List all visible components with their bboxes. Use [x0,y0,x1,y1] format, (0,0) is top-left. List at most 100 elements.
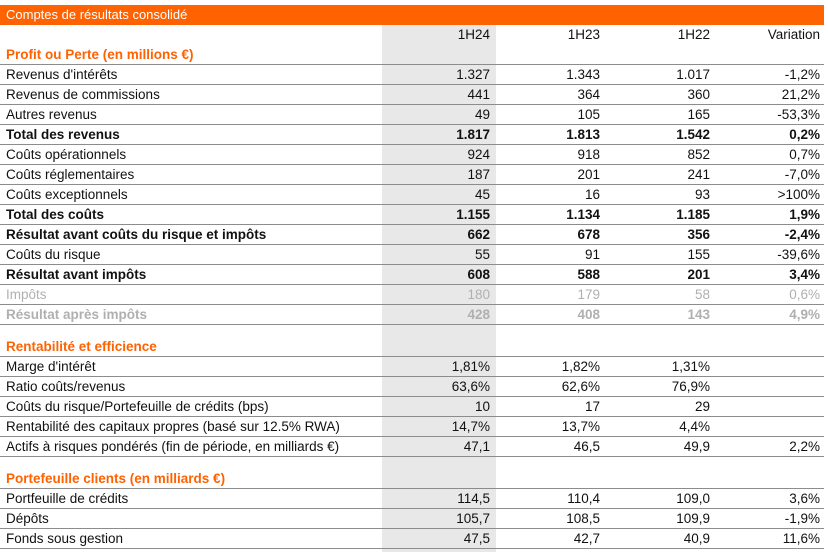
row-label: Coûts exceptionnels [6,187,128,202]
section-heading-row: Rentabilité et efficience [0,337,824,357]
table-row: Marge d'intérêt 1,81% 1,82% 1,31% [0,357,824,377]
row-value: 662 [467,227,490,242]
row-value: 93 [694,187,710,202]
row-label: Impôts [6,287,47,302]
row-value: 1.327 [456,67,490,82]
row-label: Coûts réglementaires [6,167,135,182]
row-value: 356 [687,227,710,242]
row-value: 14,7% [451,419,490,434]
row-value: 678 [577,227,600,242]
row-value: 360 [687,87,710,102]
row-value: 1.343 [566,67,600,82]
section-heading: Portefeuille clients (en milliards €) [6,471,226,486]
row-value: 105 [577,107,600,122]
table-row: Coûts opérationnels 924 918 852 0,7% [0,145,824,165]
row-value: 201 [577,167,600,182]
row-value: 4,4% [679,419,710,434]
row-value: 1,81% [451,359,490,374]
row-value: 187 [467,167,490,182]
table-row: Résultat avant impôts 608 588 201 3,4% [0,265,824,285]
row-value: 1.185 [676,207,710,222]
row-value: 180 [467,287,490,302]
row-value: 17 [584,399,600,414]
row-value: 62,6% [561,379,600,394]
row-label: Revenus d'intérêts [6,67,118,82]
table-row: Revenus de commissions 441 364 360 21,2% [0,85,824,105]
row-label: Total des revenus [6,127,120,142]
row-value: 179 [577,287,600,302]
row-value: 2,2% [789,439,820,454]
table-row: Actifs à risques pondérés (fin de périod… [0,437,824,457]
row-value: 608 [467,267,490,282]
row-value: 105,7 [456,511,490,526]
row-label: Résultat après impôts [6,307,148,322]
table-row: Total des revenus 1.817 1.813 1.542 0,2% [0,125,824,145]
table-row: Ratio coûts/revenus 63,6% 62,6% 76,9% [0,377,824,397]
row-value: -53,3% [777,107,820,122]
row-value: 441 [467,87,490,102]
row-value: 918 [577,147,600,162]
row-value: -1,2% [784,67,820,82]
row-value: -7,0% [784,167,820,182]
row-value: 241 [687,167,710,182]
row-label: Actifs à risques pondérés (fin de périod… [6,439,340,454]
row-label: Marge d'intérêt [6,359,96,374]
row-value: 924 [467,147,490,162]
table-row: Revenus d'intérêts 1.327 1.343 1.017 -1,2% [0,65,824,85]
table-row: Rentabilité des capitaux propres (basé s… [0,417,824,437]
row-value: 1.817 [456,127,490,142]
row-value: 1.155 [456,207,490,222]
row-value: 108,5 [566,511,600,526]
table-row: Fonds sous gestion 47,5 42,7 40,9 11,6% [0,529,824,549]
section-heading-row: Portefeuille clients (en milliards €) [0,469,824,489]
column-header: 1H23 [567,27,600,42]
section-heading: Rentabilité et efficience [6,339,157,354]
table-row: Résultat après impôts 428 408 143 4,9% [0,305,824,325]
row-value: 10 [474,399,490,414]
row-value: >100% [777,187,820,202]
row-value: 0,7% [789,147,820,162]
row-value: 55 [474,247,490,262]
table-row: Coûts du risque/Portefeuille de crédits … [0,397,824,417]
row-value: 47,1 [463,439,490,454]
row-value: 3,4% [789,267,820,282]
row-value: -2,4% [784,227,820,242]
row-value: 58 [694,287,710,302]
row-label: Total des coûts [6,207,105,222]
row-label: Rentabilité des capitaux propres (basé s… [6,419,340,434]
report-title: Comptes de résultats consolidé [6,7,188,22]
report-title-banner: Comptes de résultats consolidé [0,5,824,25]
row-value: 165 [687,107,710,122]
row-value: -1,9% [784,511,820,526]
table-row: Impôts 180 179 58 0,6% [0,285,824,305]
row-value: 408 [577,307,600,322]
row-label: Portfeuille de crédits [6,491,129,506]
row-value: 109,0 [676,491,710,506]
current-period-column-shading [382,25,496,552]
row-value: 1.017 [676,67,710,82]
row-value: 47,5 [463,531,490,546]
row-value: 46,5 [573,439,600,454]
row-value: 0,6% [789,287,820,302]
table-row: Résultat avant coûts du risque et impôts… [0,225,824,245]
column-header: Variation [767,27,820,42]
table-row: Coûts réglementaires 187 201 241 -7,0% [0,165,824,185]
row-label: Coûts opérationnels [6,147,127,162]
row-value: 852 [687,147,710,162]
row-label: Autres revenus [6,107,97,122]
row-value: 114,5 [457,491,490,506]
row-label: Dépôts [6,511,49,526]
table-row: Autres revenus 49 105 165 -53,3% [0,105,824,125]
row-value: 0,2% [789,127,820,142]
row-value: 1.542 [676,127,710,142]
row-value: 143 [687,307,710,322]
row-value: 155 [687,247,710,262]
row-value: 1.813 [566,127,600,142]
column-header: 1H22 [677,27,710,42]
row-value: 1.134 [566,207,600,222]
row-label: Résultat avant impôts [6,267,147,282]
table-row: Coûts exceptionnels 45 16 93 >100% [0,185,824,205]
row-value: 4,9% [789,307,820,322]
row-value: 588 [577,267,600,282]
row-label: Revenus de commissions [6,87,160,102]
